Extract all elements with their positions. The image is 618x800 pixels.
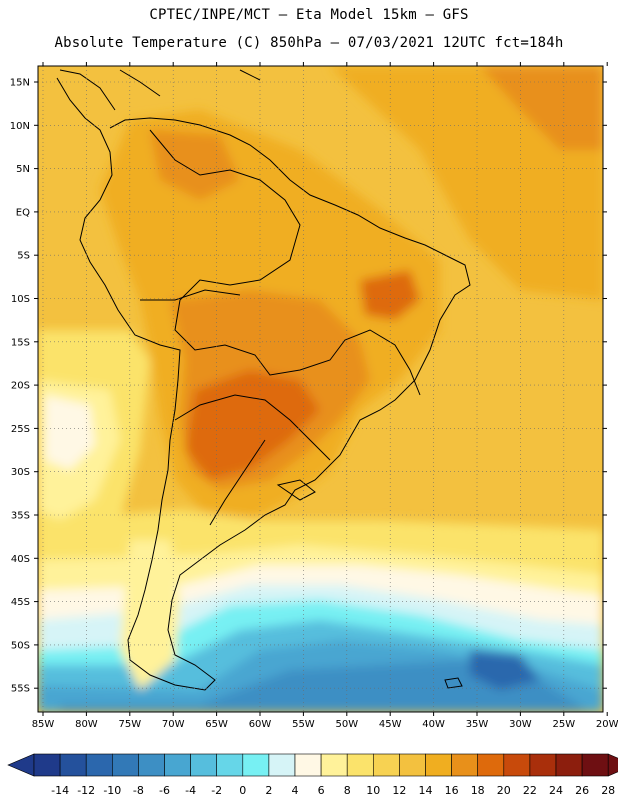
field-north-warm [150, 130, 240, 200]
lon-label: 60W [249, 719, 272, 730]
colorbar-swatch [555, 753, 583, 777]
colorbar-label: 18 [471, 784, 485, 797]
field-cold-core [470, 650, 540, 690]
lat-label: 55S [11, 684, 30, 695]
colorbar-swatch [425, 753, 452, 777]
border-lines-1 [149, 129, 421, 396]
lat-label: 5N [16, 164, 30, 175]
axis-ticks: 15N 10N 5N EQ 5S 10S 15S 20S 25S 30S 35S 40S 45S 50S 5… [10, 62, 618, 730]
coastlines [56, 69, 471, 691]
coastline-falklands [444, 677, 463, 689]
lon-label: 35W [466, 719, 489, 730]
lon-label: 55W [292, 719, 315, 730]
coastline-lagoon [276, 479, 316, 501]
colorbar-label: -14 [51, 784, 69, 797]
colorbar-swatch [216, 753, 244, 777]
lat-label: 20S [11, 381, 30, 392]
colorbar-label: 26 [575, 784, 589, 797]
colorbar-arrow-right [607, 753, 618, 777]
coastline-south-america [56, 77, 471, 691]
colorbar-swatch [372, 753, 400, 777]
colorbar-label: 28 [601, 784, 615, 797]
lat-label: 50S [11, 640, 30, 651]
lon-label: 50W [335, 719, 358, 730]
colorbar-swatch [190, 753, 218, 777]
colorbar-swatch [581, 753, 609, 777]
field-hot-core [185, 370, 320, 480]
colorbar-swatch [320, 753, 348, 777]
colorbar-swatch [112, 753, 139, 777]
colorbar-label: 6 [318, 784, 325, 797]
colorbar-label: 2 [265, 784, 272, 797]
lat-label: 5S [17, 251, 30, 262]
colorbar-swatch [164, 753, 191, 777]
colorbar-swatch [33, 753, 61, 777]
colorbar-label: -12 [77, 784, 95, 797]
colorbar-label: -8 [133, 784, 144, 797]
lon-label: 25W [552, 719, 575, 730]
lon-label: 65W [205, 719, 228, 730]
colorbar-label: -6 [159, 784, 170, 797]
lon-label: 85W [32, 719, 55, 730]
temperature-field [38, 66, 603, 712]
lat-label: EQ [16, 207, 30, 218]
colorbar-swatch [138, 753, 165, 777]
lat-label: 15N [10, 78, 30, 89]
lon-label: 75W [118, 719, 141, 730]
lon-label: 20W [596, 719, 618, 730]
chart-title-line1: CPTEC/INPE/MCT – Eta Model 15km – GFS [149, 7, 469, 23]
colorbar-swatch [529, 753, 557, 777]
lat-label: 40S [11, 554, 30, 565]
colorbar-swatch [268, 753, 296, 777]
colorbar-label: -2 [211, 784, 222, 797]
colorbar-arrow-left [7, 753, 35, 777]
lon-label: 30W [509, 719, 532, 730]
colorbar-label: 22 [523, 784, 537, 797]
colorbar-swatch [85, 753, 113, 777]
field-pacific-pale [45, 395, 95, 470]
chart-title-line2: Absolute Temperature (C) 850hPa – 07/03/… [54, 35, 564, 51]
lat-label: 10S [11, 294, 30, 305]
lat-label: 15S [11, 337, 30, 348]
colorbar-swatch [242, 753, 270, 777]
border-lines-2 [174, 394, 331, 461]
lon-label: 40W [422, 719, 445, 730]
colorbar-swatch [399, 753, 426, 777]
lon-label: 70W [162, 719, 185, 730]
lat-label: 45S [11, 597, 30, 608]
colorbar-label: 8 [344, 784, 351, 797]
colorbar-label: 10 [366, 784, 380, 797]
lat-label: 35S [11, 511, 30, 522]
border-lines-3 [140, 289, 266, 526]
colorbar-label: -10 [103, 784, 121, 797]
field-south-band8 [60, 660, 590, 712]
colorbar-label: 4 [292, 784, 299, 797]
lon-label: 80W [75, 719, 98, 730]
field-ne-warm [480, 66, 603, 150]
lat-label: 10N [10, 121, 30, 132]
colorbar-label: 12 [392, 784, 406, 797]
lat-label: 30S [11, 467, 30, 478]
colorbar: -14 -12 -10 -8 -6 -4 -2 0 2 4 6 8 10 12 14 16 18 20 22 24 26… [7, 753, 618, 797]
map-frame [37, 65, 604, 713]
colorbar-label: 0 [239, 784, 246, 797]
colorbar-label: 20 [497, 784, 511, 797]
colorbar-swatch [294, 753, 322, 777]
lon-label: 45W [379, 719, 402, 730]
colorbar-swatch [503, 753, 531, 777]
colorbar-label: 24 [549, 784, 563, 797]
colorbar-swatch [451, 753, 479, 777]
colorbar-swatch [477, 753, 505, 777]
field-patagonia [120, 540, 180, 690]
colorbar-label: 14 [419, 784, 433, 797]
colorbar-label: 16 [445, 784, 459, 797]
colorbar-swatch [346, 753, 374, 777]
coastline-central-america [59, 69, 261, 111]
colorbar-swatch [59, 753, 87, 777]
lat-label: 25S [11, 424, 30, 435]
colorbar-label: -4 [185, 784, 196, 797]
